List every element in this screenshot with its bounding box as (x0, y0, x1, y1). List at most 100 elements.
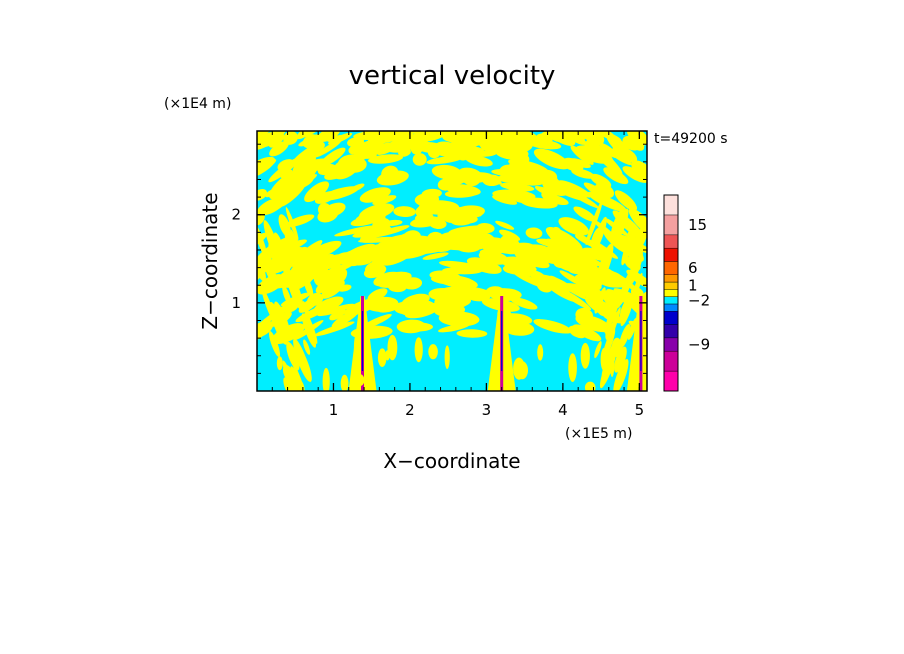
positive-region (313, 321, 355, 337)
positive-region (304, 134, 324, 150)
colorbar-band (663, 261, 679, 275)
positive-region (302, 301, 310, 318)
positive-region (533, 319, 573, 334)
positive-region (574, 274, 602, 291)
positive-region (606, 307, 621, 345)
positive-region (466, 257, 502, 274)
positive-region (317, 163, 337, 176)
positive-region (533, 148, 570, 170)
positive-region (360, 131, 397, 140)
colorbar-band (663, 194, 679, 216)
positive-region (627, 317, 638, 340)
positive-region (257, 252, 275, 273)
positive-region (273, 232, 283, 252)
positive-region (488, 288, 522, 302)
plot-frame (256, 130, 648, 392)
positive-region (550, 275, 587, 300)
positive-region (559, 270, 586, 287)
positive-region (410, 140, 424, 155)
colorbar-band (663, 289, 679, 297)
positive-region (282, 364, 294, 382)
positive-region (604, 290, 622, 334)
positive-region (550, 178, 589, 201)
colorbar-tick-label: −9 (688, 336, 710, 354)
positive-region (438, 323, 470, 333)
positive-region (592, 146, 623, 176)
positive-region (549, 132, 563, 143)
positive-region (614, 208, 629, 242)
positive-region (334, 225, 377, 237)
positive-region (614, 190, 638, 211)
positive-region (329, 308, 346, 321)
positive-region (573, 206, 597, 222)
positive-region (621, 227, 637, 266)
positive-region (508, 159, 549, 174)
positive-region (290, 229, 307, 272)
positive-region (276, 303, 291, 338)
colorbar-band (663, 274, 679, 283)
positive-region (624, 225, 634, 248)
positive-region (297, 348, 312, 382)
positive-region (314, 140, 342, 158)
positive-region (534, 185, 558, 198)
x-tick-label: 4 (558, 401, 568, 419)
positive-region (456, 329, 488, 338)
positive-region (438, 260, 482, 270)
positive-region (618, 147, 638, 163)
plume-core-inner (501, 311, 503, 371)
positive-region (301, 313, 317, 348)
positive-region (544, 194, 569, 206)
positive-region (520, 197, 558, 209)
colorbar-band (663, 214, 679, 236)
colorbar-band (663, 350, 679, 372)
positive-region (372, 195, 397, 206)
positive-region (303, 240, 342, 261)
positive-region (293, 264, 303, 286)
positive-region (328, 132, 353, 145)
colorbar-band (663, 234, 679, 249)
positive-region (614, 346, 627, 373)
positive-region (389, 271, 412, 280)
positive-region (315, 278, 334, 294)
positive-region (402, 322, 433, 332)
positive-region (584, 381, 596, 391)
positive-region (609, 349, 615, 378)
x-tick-label: 5 (635, 401, 645, 419)
positive-region (257, 260, 266, 282)
positive-region (587, 191, 627, 212)
positive-region (269, 301, 288, 345)
positive-region (619, 324, 631, 349)
positive-region (352, 226, 392, 238)
positive-region (429, 270, 461, 282)
x-tick-labels: 1 2 3 4 5 (329, 401, 644, 419)
positive-region (526, 139, 562, 150)
positive-region (495, 220, 515, 230)
positive-region (337, 284, 352, 292)
colorbar-band (663, 303, 679, 312)
positive-region (590, 173, 612, 188)
positive-region (510, 297, 538, 310)
positive-region (365, 260, 384, 273)
positive-region (434, 294, 472, 309)
positive-region (319, 147, 346, 167)
positive-region (435, 141, 459, 154)
positive-region (575, 314, 611, 333)
positive-region (412, 153, 427, 166)
positive-region (257, 222, 267, 258)
positive-region (426, 155, 463, 165)
plot-area (256, 130, 648, 392)
positive-region (353, 335, 358, 361)
positive-region (463, 131, 502, 146)
positive-region (377, 131, 415, 144)
positive-region (268, 242, 280, 264)
positive-region (499, 229, 521, 241)
positive-region (271, 198, 284, 210)
positive-region (428, 344, 438, 360)
positive-region (465, 155, 493, 167)
positive-region (283, 131, 298, 145)
positive-region (410, 216, 441, 228)
positive-region (594, 341, 602, 359)
positive-region (628, 208, 647, 239)
positive-region (594, 287, 606, 314)
positive-region (285, 207, 299, 241)
